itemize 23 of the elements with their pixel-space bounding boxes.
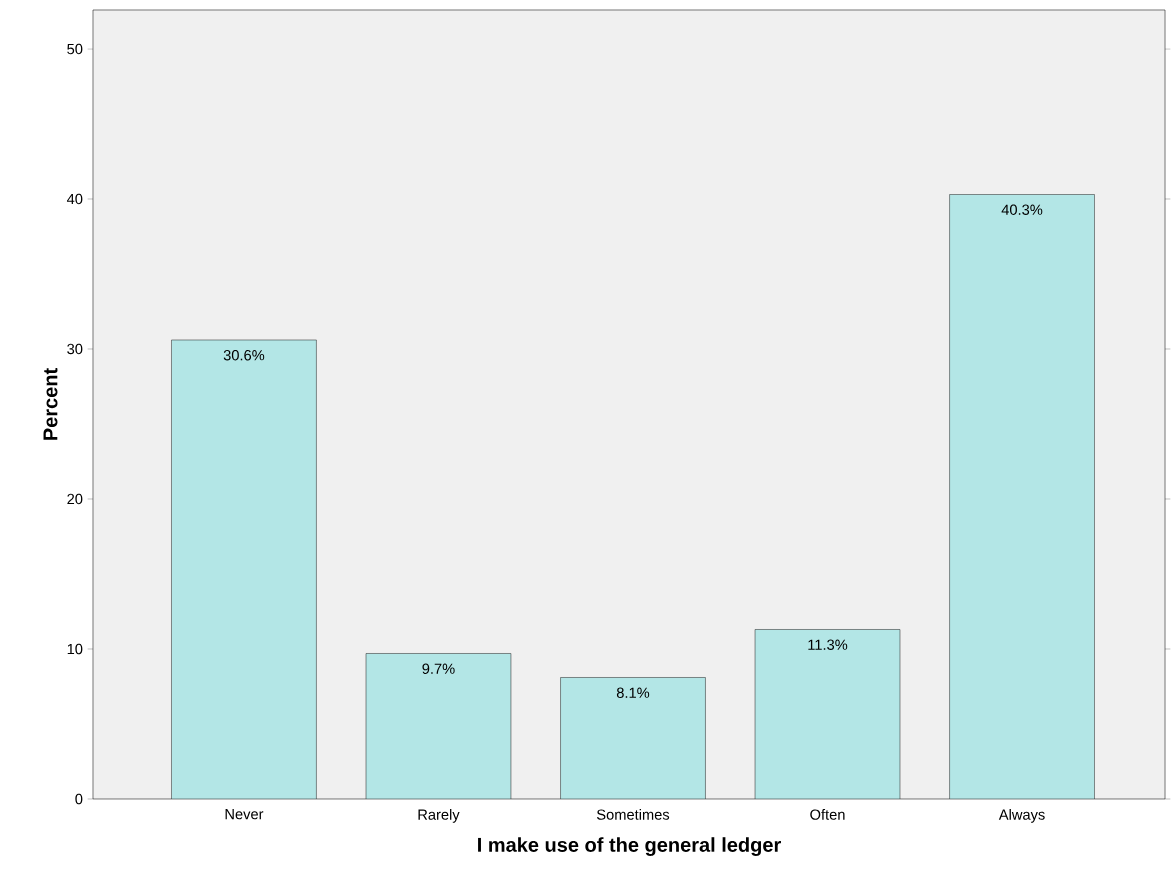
x-tick-label: Never — [225, 809, 264, 820]
data-label: 8.1% — [616, 687, 650, 698]
x-axis-title: I make use of the general ledger — [478, 837, 781, 856]
bar — [560, 677, 706, 799]
bar — [365, 653, 512, 799]
data-label: 30.6% — [223, 350, 265, 361]
bar — [949, 194, 1095, 799]
y-tick-label: 50 — [67, 43, 83, 55]
data-label: 11.3% — [808, 639, 848, 650]
bar — [171, 339, 317, 799]
y-tick-label: 20 — [67, 493, 83, 505]
y-tick-label: 40 — [66, 193, 83, 205]
x-tick-label: Often — [810, 809, 845, 820]
x-tick-label: Always — [998, 809, 1045, 823]
y-axis-title: Percent — [43, 368, 58, 440]
data-label: 40.3% — [1001, 204, 1043, 215]
data-label: 9.7% — [422, 663, 455, 674]
bar — [754, 629, 901, 799]
y-tick-label: 30 — [67, 343, 83, 355]
x-tick-label: Rarely — [418, 809, 460, 823]
y-tick-label: 0 — [75, 793, 83, 805]
y-tick-label: 10 — [67, 643, 83, 655]
x-tick-label: Sometimes — [596, 809, 670, 820]
